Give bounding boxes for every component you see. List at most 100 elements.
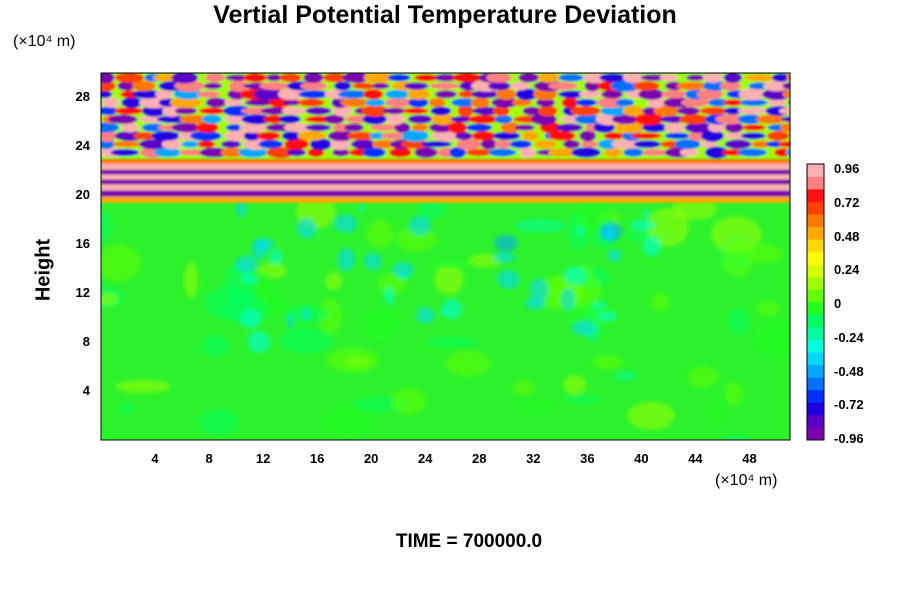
top-cell	[161, 139, 183, 150]
top-cell	[723, 73, 743, 83]
top-cell	[653, 105, 680, 117]
top-cell	[132, 80, 156, 92]
top-cell	[429, 82, 460, 90]
band-stripe	[101, 196, 790, 203]
top-cell	[303, 73, 324, 84]
field-cell	[517, 400, 556, 413]
top-cell	[488, 81, 511, 91]
y-tick-label: 8	[82, 334, 90, 350]
top-cell	[365, 98, 386, 107]
top-cell	[751, 140, 772, 148]
field-cell	[627, 401, 675, 430]
field-cell	[576, 225, 584, 236]
colorbar-swatch	[807, 214, 824, 228]
top-cell	[259, 81, 290, 90]
field-cell	[392, 262, 414, 278]
field-cell	[722, 241, 754, 277]
top-cell	[456, 138, 481, 150]
top-cell	[611, 139, 642, 149]
top-cell	[767, 99, 787, 107]
top-cell	[362, 147, 386, 158]
top-cell	[332, 148, 350, 157]
top-cell	[778, 107, 790, 115]
top-cell	[742, 124, 766, 131]
colorbar-swatch	[807, 302, 824, 315]
field-cell	[319, 297, 342, 335]
top-cell	[297, 131, 326, 141]
colorbar-label: -0.96	[834, 431, 864, 446]
field-cell	[184, 261, 198, 299]
band-stripe	[101, 163, 790, 170]
top-cell	[428, 122, 455, 133]
field-cell	[687, 366, 719, 388]
top-cell	[174, 107, 198, 115]
colorbar-label: -0.24	[834, 329, 864, 345]
top-cell	[352, 82, 376, 90]
top-cell	[756, 114, 787, 124]
top-cell	[519, 147, 536, 158]
top-cell	[361, 105, 389, 117]
time-label: TIME = 700000.0	[395, 531, 543, 552]
top-cell	[330, 138, 351, 151]
top-cell	[447, 121, 468, 134]
field-cell	[524, 297, 546, 310]
top-cell	[705, 146, 729, 159]
top-cell	[347, 131, 378, 141]
field-cell	[710, 215, 762, 253]
band-stripe	[101, 158, 790, 164]
top-cell	[555, 123, 583, 132]
top-cell	[244, 99, 274, 107]
top-cell	[224, 130, 247, 142]
band-stripe	[101, 190, 790, 197]
top-cell	[558, 73, 584, 82]
top-cell	[431, 130, 463, 142]
field-cell	[607, 249, 622, 262]
top-cell	[664, 132, 691, 139]
field-cell	[493, 234, 518, 252]
top-cell	[382, 107, 407, 115]
field-cell	[101, 210, 112, 242]
colorbar-swatch	[807, 264, 824, 278]
colorbar-swatch	[807, 314, 824, 328]
field-cell	[427, 259, 473, 269]
field-cell	[745, 244, 783, 264]
top-cell	[510, 81, 530, 91]
top-cell	[699, 107, 729, 115]
top-cell	[132, 89, 162, 99]
field-cell	[445, 350, 491, 377]
top-cell	[574, 114, 603, 125]
x-tick-label: 24	[418, 451, 433, 466]
heatmap-band-field	[101, 158, 790, 203]
top-cell	[780, 122, 790, 133]
top-cell	[659, 73, 679, 82]
top-cell	[580, 140, 599, 148]
field-cell	[362, 308, 400, 341]
top-cell	[595, 113, 621, 126]
colorbar	[807, 164, 824, 441]
colorbar-swatch	[807, 164, 824, 177]
top-cell	[307, 147, 325, 158]
x-tick-label: 8	[205, 451, 213, 466]
x-tick-label: 4	[151, 451, 159, 466]
band-stripe	[101, 179, 790, 185]
top-cell	[260, 107, 289, 115]
top-cell	[181, 140, 200, 148]
top-cell	[199, 107, 227, 115]
top-cell	[363, 73, 394, 83]
field-cell	[384, 286, 395, 305]
field-cell	[563, 374, 586, 395]
top-cell	[414, 147, 438, 159]
top-cell	[428, 97, 446, 108]
x-axis-unit: (×10⁴ m)	[715, 472, 778, 489]
top-cell	[715, 114, 745, 125]
x-tick-label: 28	[472, 451, 487, 466]
y-tick-label: 24	[75, 138, 90, 154]
top-cell	[278, 88, 306, 100]
field-cell	[254, 237, 274, 252]
top-cell	[615, 98, 635, 107]
top-cell	[283, 123, 312, 133]
field-cell	[514, 218, 566, 233]
top-cell	[723, 99, 744, 106]
top-cell	[786, 73, 790, 82]
top-cell	[603, 132, 625, 140]
